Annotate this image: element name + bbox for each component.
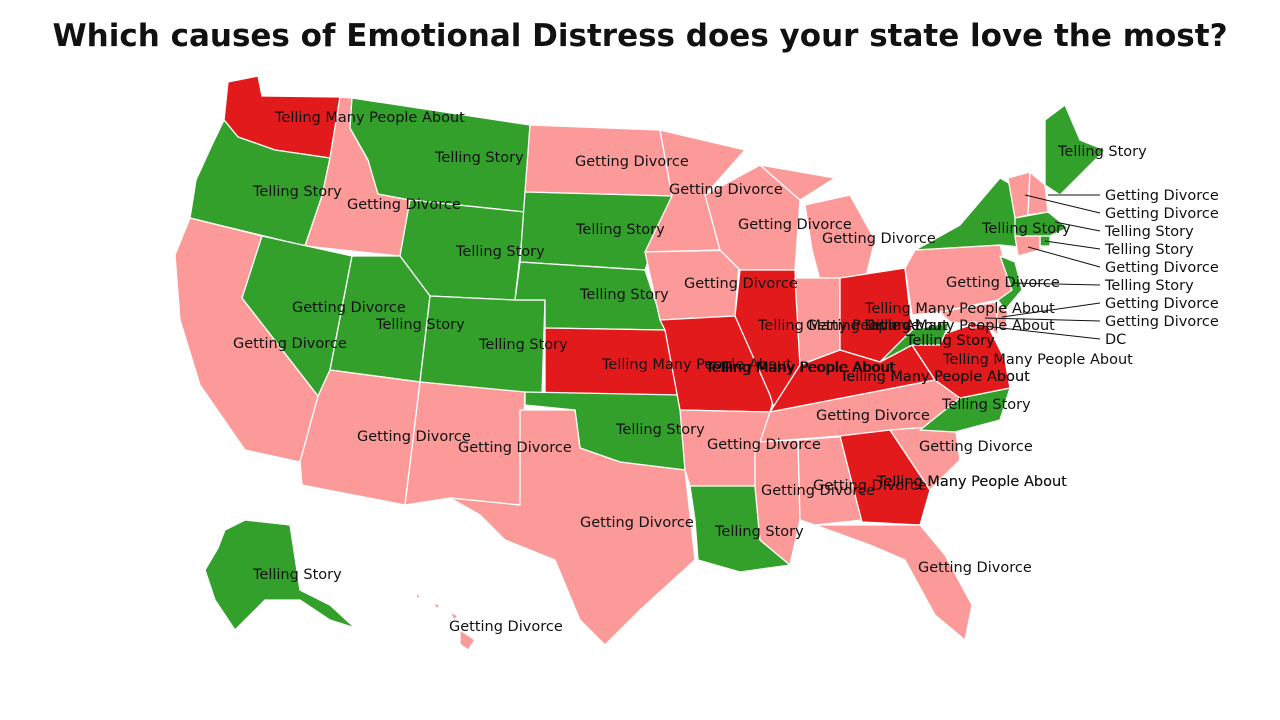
label-pa: Getting Divorce [946, 275, 1060, 291]
label-wi: Getting Divorce [738, 217, 852, 233]
callout-line-nj [1011, 282, 1101, 286]
overlap-label-md: Telling Many People About [864, 318, 1055, 334]
label-sc: Getting Divorce [919, 439, 1033, 455]
overlap-label-va: Telling Many People About [705, 360, 896, 376]
callout-label-nj: Telling Story [1104, 278, 1194, 294]
label-nc: Telling Story [941, 397, 1031, 413]
state-ga [839, 429, 931, 526]
state-tx [449, 409, 696, 646]
label-ia: Getting Divorce [684, 276, 798, 292]
callout-label-de: Getting Divorce [1105, 296, 1219, 312]
state-co [419, 295, 546, 396]
callout-label-ct: Getting Divorce [1105, 260, 1219, 276]
label-nd: Getting Divorce [575, 154, 689, 170]
label-ny: Telling Story [981, 221, 1071, 237]
state-labels: Telling Many People About Telling Story … [233, 110, 1219, 635]
label-hi: Getting Divorce [449, 619, 563, 635]
label-mn: Getting Divorce [669, 182, 783, 198]
label-ca: Getting Divorce [233, 336, 347, 352]
state-hi [414, 591, 476, 651]
state-ak [204, 519, 356, 631]
map-title: Which causes of Emotional Distress does … [52, 18, 1228, 54]
label-me: Telling Story [1057, 144, 1147, 160]
label-ne: Telling Story [579, 287, 669, 303]
overlap-label-ky: Telling Many People About [839, 369, 1030, 385]
label-fl: Getting Divorce [918, 560, 1032, 576]
callout-label-nh: Getting Divorce [1105, 188, 1219, 204]
label-wv: Telling Story [905, 333, 995, 349]
label-tx: Getting Divorce [580, 515, 694, 531]
state-fl [814, 524, 973, 641]
callout-line-ct [1027, 246, 1101, 268]
label-mi: Getting Divorce [822, 231, 936, 247]
callout-label-ri: Telling Story [1104, 242, 1194, 258]
label-va: Telling Many People About [942, 352, 1133, 368]
label-wy: Telling Story [455, 244, 545, 260]
label-ut: Telling Story [375, 317, 465, 333]
label-ok: Telling Story [615, 422, 705, 438]
callout-line-md [984, 317, 1101, 322]
label-al: Getting Divorce [813, 478, 927, 494]
label-oh: Telling Many People About [864, 301, 1055, 317]
label-az: Getting Divorce [357, 429, 471, 445]
label-co: Telling Story [478, 337, 568, 353]
state-ma [1014, 211, 1069, 237]
callout-line-ri [1044, 240, 1101, 250]
label-tn: Getting Divorce [816, 408, 930, 424]
states-layer [174, 75, 1106, 651]
label-nv: Getting Divorce [292, 300, 406, 316]
state-nc [919, 387, 1011, 433]
label-in: Getting Divorce [806, 318, 920, 334]
callout-lines [974, 194, 1101, 340]
label-ar: Getting Divorce [707, 437, 821, 453]
label-or: Telling Story [252, 184, 342, 200]
overlap-label-wv: Telling Story [905, 333, 995, 349]
overlap-label-sc: Telling Many People About [876, 474, 1067, 490]
callout-line-vt [1024, 194, 1101, 214]
label-id: Getting Divorce [347, 197, 461, 213]
state-wv [879, 321, 951, 363]
callout-label-md: Getting Divorce [1105, 314, 1219, 330]
callout-line-de [1001, 302, 1101, 318]
label-sd: Telling Story [575, 222, 665, 238]
label-mt: Telling Story [434, 150, 524, 166]
label-il: Telling Many People About [757, 318, 948, 334]
callout-label-vt: Getting Divorce [1105, 206, 1219, 222]
label-wa: Telling Many People About [274, 110, 465, 126]
state-dc [969, 321, 977, 329]
label-ak: Telling Story [252, 567, 342, 583]
label-ms: Getting Divorce [761, 483, 875, 499]
label-ky: Telling Many People About [839, 369, 1030, 385]
label-ga: Telling Many People About [876, 474, 1067, 490]
label-mo: Telling Many People About [704, 360, 895, 376]
label-la: Telling Story [714, 524, 804, 540]
callout-label-dc: DC [1105, 332, 1126, 348]
callout-line-dc [974, 324, 1101, 340]
callout-line-ma [1054, 221, 1101, 232]
label-ks: Telling Many People About [601, 357, 792, 373]
state-md [939, 301, 999, 336]
state-ct [1014, 235, 1041, 257]
callout-label-ma: Telling Story [1104, 224, 1194, 240]
label-nm: Getting Divorce [458, 440, 572, 456]
